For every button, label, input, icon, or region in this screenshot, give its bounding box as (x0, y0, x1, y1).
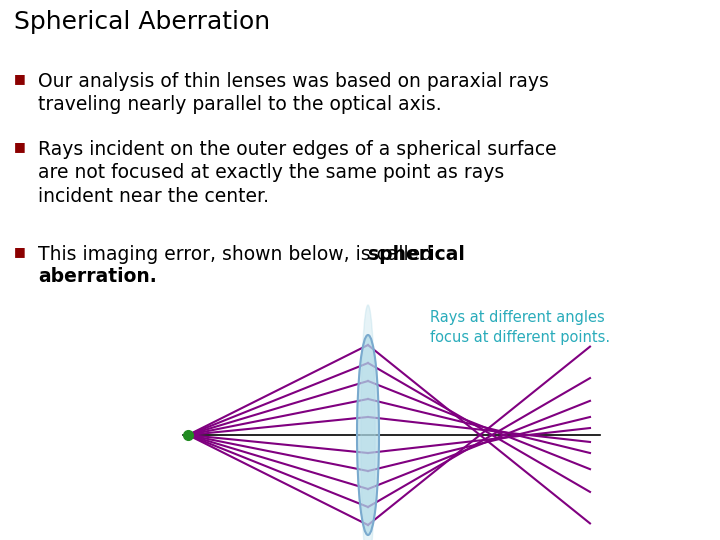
Text: ■: ■ (14, 72, 26, 85)
Text: Spherical Aberration: Spherical Aberration (14, 10, 270, 34)
Ellipse shape (357, 335, 379, 535)
Text: aberration.: aberration. (38, 267, 157, 286)
Text: ■: ■ (14, 245, 26, 258)
Text: Rays incident on the outer edges of a spherical surface
are not focused at exact: Rays incident on the outer edges of a sp… (38, 140, 557, 206)
Text: Rays at different angles
focus at different points.: Rays at different angles focus at differ… (430, 310, 610, 345)
Text: Our analysis of thin lenses was based on paraxial rays
traveling nearly parallel: Our analysis of thin lenses was based on… (38, 72, 549, 114)
Ellipse shape (361, 305, 375, 540)
Text: This imaging error, shown below, is called: This imaging error, shown below, is call… (38, 245, 438, 264)
Text: spherical: spherical (368, 245, 465, 264)
Text: ■: ■ (14, 140, 26, 153)
